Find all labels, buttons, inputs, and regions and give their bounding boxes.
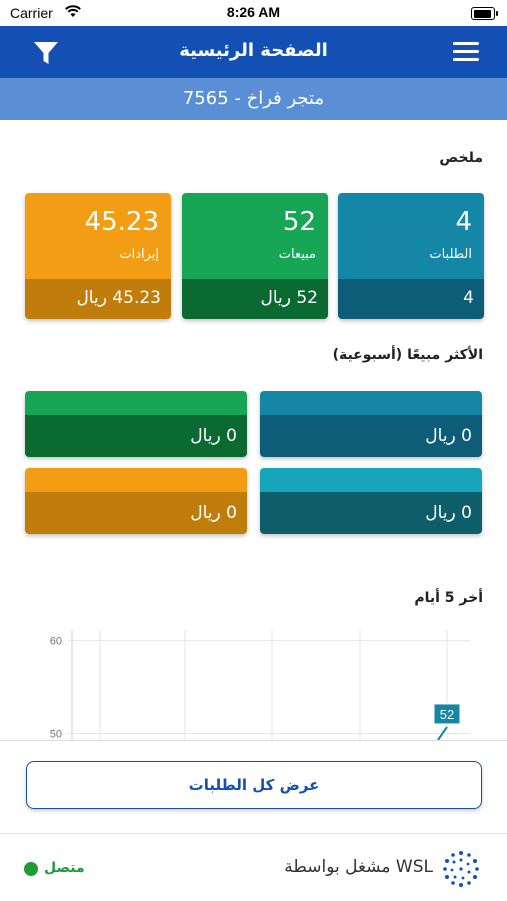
y-tick-label: 60 [50, 636, 62, 648]
last-days-title: أخر 5 أيام [414, 590, 483, 606]
bottom-panel: عرض كل الطلبات متصل مشغل بواسطة WSL [0, 740, 507, 901]
card-bottom: 0 ريال [25, 415, 247, 457]
card-bottom: 4 [338, 279, 484, 319]
divider [0, 833, 507, 834]
card-label: الطلبات [429, 247, 472, 262]
weekly-card[interactable]: 0 ريال [25, 468, 247, 534]
connection-label: متصل [44, 860, 85, 876]
store-selector[interactable]: 7565 - متجر فراخ [0, 78, 507, 120]
card-bottom: 0 ريال [25, 492, 247, 534]
card-top: 45.23 إيرادات [25, 193, 171, 279]
card-sub-value: 52 ريال [260, 288, 318, 308]
filter-icon[interactable] [32, 39, 60, 67]
view-all-orders-button[interactable]: عرض كل الطلبات [26, 761, 482, 809]
page-title: الصفحة الرئيسية [179, 40, 328, 61]
weekly-card[interactable]: 0 ريال [260, 391, 482, 457]
connection-dot-icon [24, 862, 38, 876]
card-sub-value: 0 ريال [190, 426, 237, 446]
card-bottom: 52 ريال [182, 279, 328, 319]
card-label: مبيعات [278, 247, 316, 262]
weekly-card[interactable]: 0 ريال [25, 391, 247, 457]
card-top [25, 468, 247, 492]
hamburger-menu-icon[interactable] [453, 42, 479, 62]
y-tick-label: 50 [50, 729, 62, 740]
sales-card[interactable]: 52 مبيعات 52 ريال [182, 193, 328, 319]
card-value: 45.23 [84, 207, 159, 237]
card-bottom: 45.23 ريال [25, 279, 171, 319]
card-sub-value: 4 [463, 288, 474, 308]
orders-card[interactable]: 4 الطلبات 4 [338, 193, 484, 319]
card-top: 52 مبيعات [182, 193, 328, 279]
battery-icon [471, 7, 498, 20]
card-sub-value: 45.23 ريال [76, 288, 161, 308]
card-value: 4 [455, 207, 472, 237]
status-bar: Carrier 8:26 AM [0, 0, 507, 26]
card-value: 52 [282, 207, 316, 237]
card-sub-value: 0 ريال [425, 503, 472, 523]
card-bottom: 0 ريال [260, 415, 482, 457]
card-top [260, 391, 482, 415]
card-label: إيرادات [119, 247, 159, 262]
card-top [25, 391, 247, 415]
card-top [260, 468, 482, 492]
store-label: 7565 - متجر فراخ [182, 88, 325, 109]
summary-title: ملخص [439, 150, 483, 166]
last-days-chart: 60 50 52 [50, 630, 470, 740]
card-sub-value: 0 ريال [425, 426, 472, 446]
data-label: 52 [440, 707, 454, 722]
card-sub-value: 0 ريال [190, 503, 237, 523]
card-bottom: 0 ريال [260, 492, 482, 534]
wifi-icon [65, 5, 81, 17]
revenue-card[interactable]: 45.23 إيرادات 45.23 ريال [25, 193, 171, 319]
weekly-card[interactable]: 0 ريال [260, 468, 482, 534]
powered-by: مشغل بواسطة WSL [221, 849, 481, 889]
powered-by-label: مشغل بواسطة WSL [284, 857, 433, 877]
wsl-logo-icon [443, 851, 479, 887]
carrier-label: Carrier [10, 5, 53, 21]
weekly-title: الأكثر مبيعًا (أسبوعية) [332, 347, 483, 363]
card-top: 4 الطلبات [338, 193, 484, 279]
data-label-box [433, 703, 461, 725]
nav-bar: الصفحة الرئيسية [0, 26, 507, 78]
series-line [437, 726, 448, 740]
clock: 8:26 AM [226, 4, 281, 20]
